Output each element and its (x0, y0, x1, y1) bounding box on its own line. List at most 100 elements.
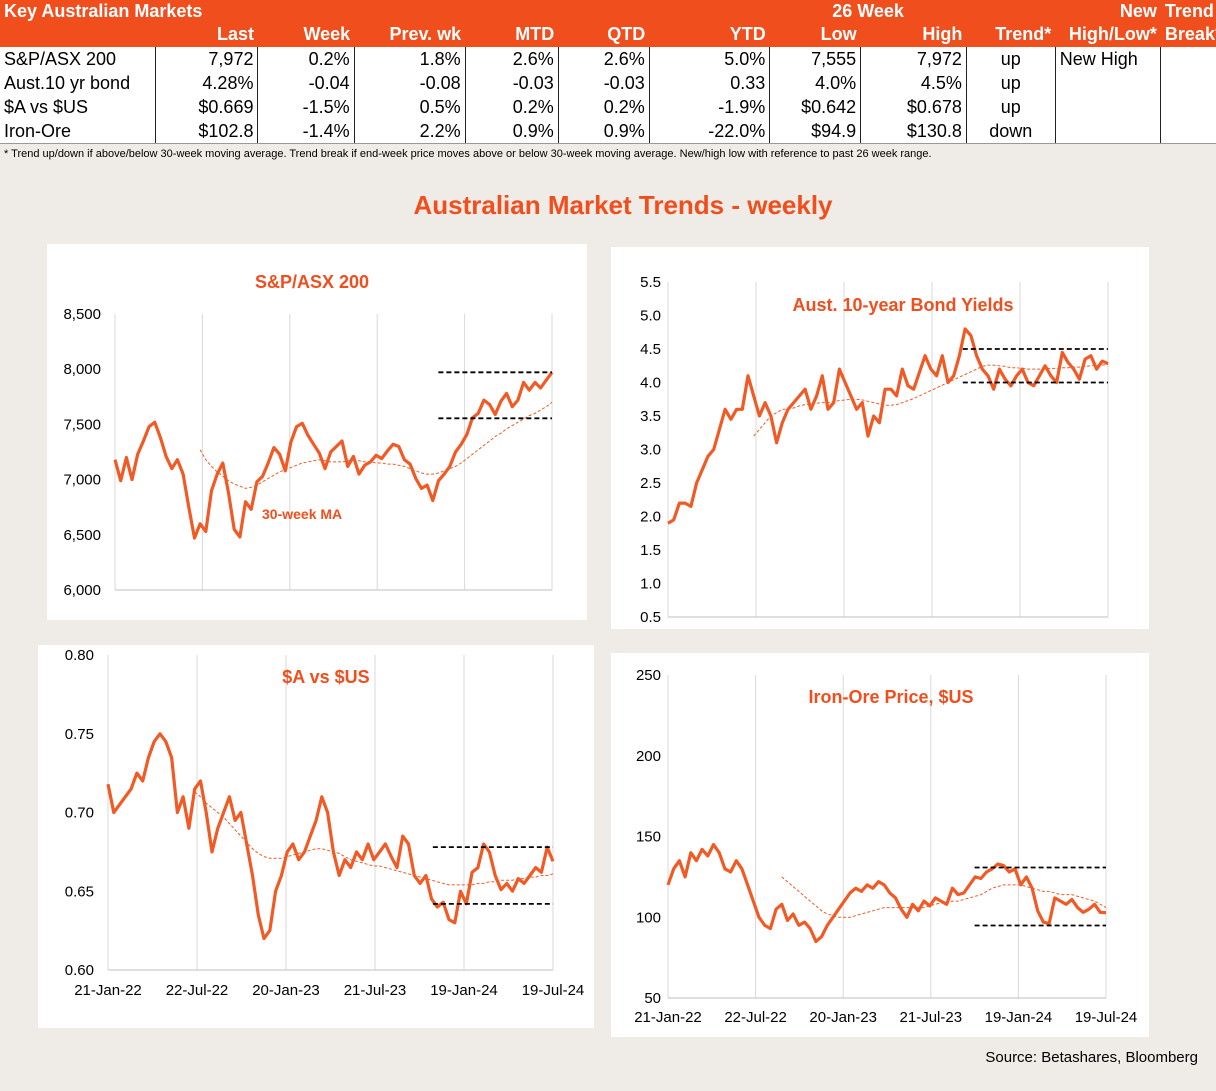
header-new-top: New (1055, 0, 1161, 22)
cell-high: 7,972 (860, 47, 967, 71)
y-tick-label: 8,000 (63, 361, 101, 378)
x-tick-label: 20-Jan-23 (252, 982, 320, 999)
cell-last: 7,972 (155, 47, 259, 71)
header-new-bottom: High/Low* (1055, 22, 1161, 47)
cell-newhl (1055, 95, 1162, 119)
series-line (666, 843, 1107, 944)
cell-name: Iron-Ore (0, 119, 156, 144)
cell-qtd: 0.2% (558, 95, 650, 119)
table-header-row-1: Key Australian Markets 26 Week New Trend (0, 0, 1216, 22)
header-break-top: Trend (1160, 0, 1216, 22)
header-break-bottom: Break* (1160, 22, 1216, 47)
y-tick-label: 3.5 (640, 408, 661, 425)
cell-brk (1160, 47, 1216, 71)
x-tick-label: 19-Jan-24 (985, 1009, 1053, 1026)
chart-asx: 6,000 6,500 7,000 7,500 8,000 8,500 S&P/ASX 20… (63, 272, 554, 599)
page-title: Australian Market Trends - weekly (413, 190, 833, 220)
chart-title: Iron-Ore Price, $US (808, 687, 973, 707)
cell-mtd: 2.6% (465, 47, 559, 71)
y-tick-label: 5.0 (640, 308, 661, 325)
cell-mtd: -0.03 (465, 71, 559, 95)
cell-brk (1160, 71, 1216, 95)
y-tick-label: 50 (644, 990, 661, 1007)
chart-bond: 0.5 1.0 1.5 2.0 2.5 3.0 3.5 4.0 4.5 5.0 5.5 Aust. 1… (640, 274, 1109, 626)
cell-ytd: 5.0% (649, 47, 771, 71)
header-trend: Trend* (966, 22, 1056, 47)
y-tick-label: 5.5 (640, 274, 661, 291)
cell-last: $0.669 (155, 95, 259, 119)
x-tick-label: 22-Jul-22 (166, 982, 229, 999)
cell-ytd: -1.9% (649, 95, 771, 119)
cell-week: -1.5% (257, 95, 355, 119)
cell-low: $0.642 (769, 95, 862, 119)
group-header-26-week: 26 Week (769, 0, 967, 22)
y-tick-label: 0.65 (65, 883, 94, 900)
header-last: Last (155, 22, 258, 47)
chart-panel-asx: 6,000 6,500 7,000 7,500 8,000 8,500 S&P/ASX 20… (47, 244, 587, 620)
y-tick-label: 2.0 (640, 509, 661, 526)
y-tick-label: 100 (636, 909, 661, 926)
cell-trend: up (966, 47, 1056, 71)
header-high: High (860, 22, 967, 47)
chart-title: $A vs $US (282, 667, 369, 687)
cell-last: 4.28% (155, 71, 259, 95)
y-tick-label: 6,500 (63, 527, 101, 544)
cell-mtd: 0.2% (465, 95, 559, 119)
table-row: $A vs $US $0.669 -1.5% 0.5% 0.2% 0.2% -1.9% $0.… (0, 95, 1216, 119)
cell-mtd: 0.9% (465, 119, 559, 144)
cell-brk (1160, 95, 1216, 119)
y-tick-label: 7,000 (63, 472, 101, 489)
cell-ytd: -22.0% (649, 119, 771, 144)
table-row: Aust.10 yr bond 4.28% -0.04 -0.08 -0.03 -0.03… (0, 71, 1216, 95)
cell-newhl: New High (1055, 47, 1162, 71)
x-tick-label: 21-Jul-23 (900, 1009, 963, 1026)
cell-trend: up (966, 71, 1056, 95)
x-tick-label: 22-Jul-22 (724, 1009, 787, 1026)
moving-average-line (781, 876, 1107, 918)
cell-high: 4.5% (860, 71, 967, 95)
cell-low: 7,555 (769, 47, 862, 71)
x-tick-label: 21-Jul-23 (344, 982, 407, 999)
ma-annotation: 30-week MA (262, 506, 342, 522)
y-tick-label: 200 (636, 748, 661, 765)
cell-qtd: 0.9% (558, 119, 650, 144)
cell-low: $94.9 (769, 119, 862, 144)
header-low: Low (769, 22, 861, 47)
x-tick-label: 19-Jan-24 (430, 982, 498, 999)
header-ytd: YTD (649, 22, 770, 47)
chart-title: Aust. 10-year Bond Yields (792, 295, 1013, 315)
y-tick-label: 0.80 (65, 647, 94, 664)
y-tick-label: 150 (636, 829, 661, 846)
y-tick-label: 2.5 (640, 475, 661, 492)
chart-iron: 50 100 150 200 250 21-Jan-22 22-Jul-22 20-Jan-2… (634, 667, 1137, 1026)
table-footnote: * Trend up/down if above/below 30-week m… (4, 148, 932, 160)
y-tick-label: 3.0 (640, 442, 661, 459)
y-tick-label: 8,500 (63, 306, 101, 323)
source-note: Source: Betashares, Bloomberg (985, 1049, 1198, 1066)
x-tick-label: 21-Jan-22 (74, 982, 142, 999)
cell-qtd: 2.6% (558, 47, 650, 71)
cell-last: $102.8 (155, 119, 259, 144)
table-row: S&P/ASX 200 7,972 0.2% 1.8% 2.6% 2.6% 5.0% 7,55… (0, 47, 1216, 71)
cell-prev: 2.2% (354, 119, 466, 144)
series-line (667, 327, 1109, 525)
chart-panel-bond: 0.5 1.0 1.5 2.0 2.5 3.0 3.5 4.0 4.5 5.0 5.5 Aust. 1… (611, 247, 1149, 629)
x-tick-label: 21-Jan-22 (634, 1009, 702, 1026)
table-row: Iron-Ore $102.8 -1.4% 2.2% 0.9% 0.9% -22.0% $94… (0, 119, 1216, 144)
markets-table: Key Australian Markets 26 Week New Trend… (0, 0, 1216, 144)
y-tick-label: 7,500 (63, 416, 101, 433)
header-mtd: MTD (465, 22, 559, 47)
y-tick-label: 0.75 (65, 726, 94, 743)
cell-qtd: -0.03 (558, 71, 650, 95)
series-line (106, 732, 555, 941)
moving-average-line (199, 401, 553, 489)
x-tick-label: 19-Jul-24 (522, 982, 585, 999)
cell-high: $0.678 (860, 95, 967, 119)
table-title: Key Australian Markets (0, 0, 650, 22)
cell-week: 0.2% (257, 47, 355, 71)
cell-trend: down (966, 119, 1056, 144)
cell-prev: 0.5% (354, 95, 466, 119)
header-week: Week (257, 22, 355, 47)
y-tick-label: 0.5 (640, 609, 661, 626)
y-tick-label: 0.70 (65, 805, 94, 822)
